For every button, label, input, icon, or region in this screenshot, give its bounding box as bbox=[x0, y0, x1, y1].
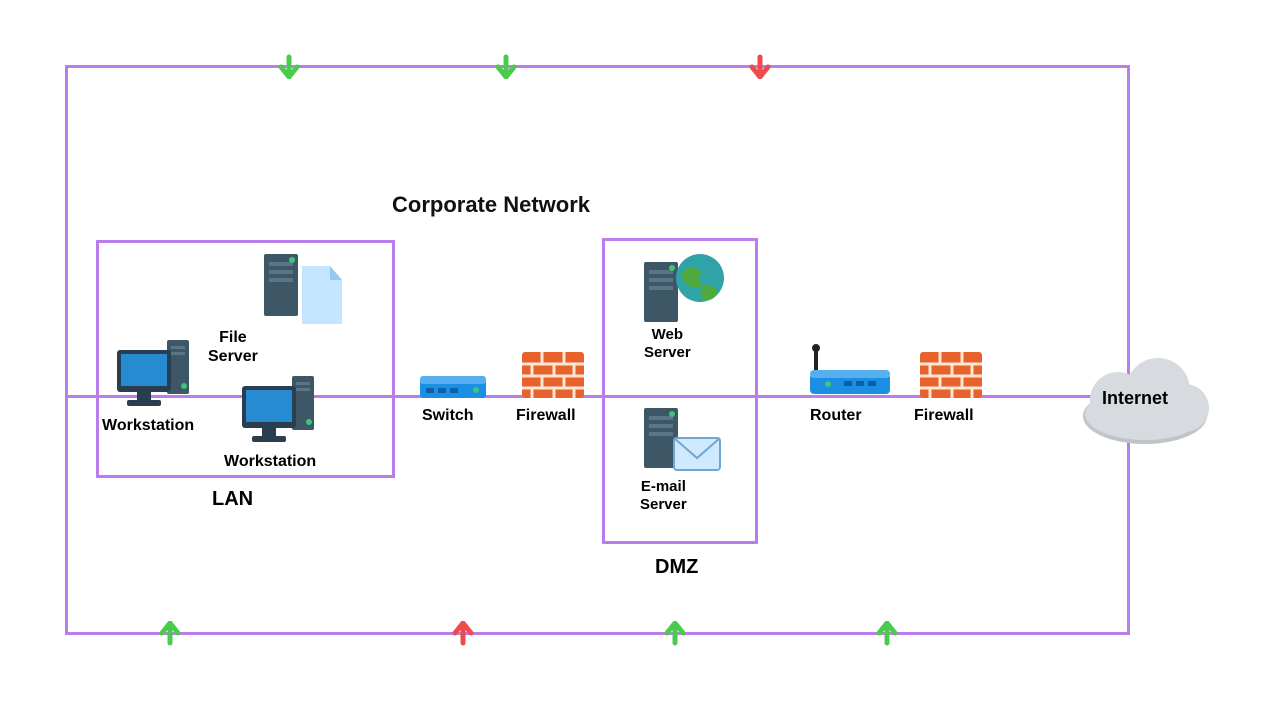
arrow-down-icon bbox=[492, 51, 520, 79]
router-label: Router bbox=[810, 406, 862, 425]
arrow-up-icon bbox=[661, 621, 689, 649]
workstation-label: Workstation bbox=[102, 416, 194, 435]
firewall-label: Firewall bbox=[914, 406, 974, 425]
arrow-up-icon bbox=[156, 621, 184, 649]
mail-server-icon bbox=[640, 404, 726, 481]
mail-server-label: E-mail Server bbox=[640, 478, 687, 514]
dmz-zone-label: DMZ bbox=[655, 556, 698, 579]
arrow-up-icon bbox=[873, 621, 901, 649]
arrow-down-icon bbox=[746, 51, 774, 79]
web-server-label: Web Server bbox=[644, 326, 691, 362]
workstation-icon bbox=[240, 374, 326, 455]
diagram-title: Corporate Network bbox=[392, 192, 590, 218]
internet-label: Internet bbox=[1102, 388, 1168, 410]
arrow-down-icon bbox=[275, 51, 303, 79]
switch-icon bbox=[418, 370, 488, 407]
router-icon bbox=[804, 344, 894, 403]
web-server-icon bbox=[640, 250, 726, 331]
switch-label: Switch bbox=[422, 406, 474, 425]
file-server-icon bbox=[262, 252, 352, 333]
workstation-icon bbox=[115, 338, 201, 419]
file-server-label: File Server bbox=[208, 328, 258, 366]
firewall-icon bbox=[520, 350, 586, 405]
firewall-label: Firewall bbox=[516, 406, 576, 425]
workstation-label: Workstation bbox=[224, 452, 316, 471]
arrow-up-icon bbox=[449, 621, 477, 649]
lan-zone-label: LAN bbox=[212, 488, 253, 511]
firewall-icon bbox=[918, 350, 984, 405]
